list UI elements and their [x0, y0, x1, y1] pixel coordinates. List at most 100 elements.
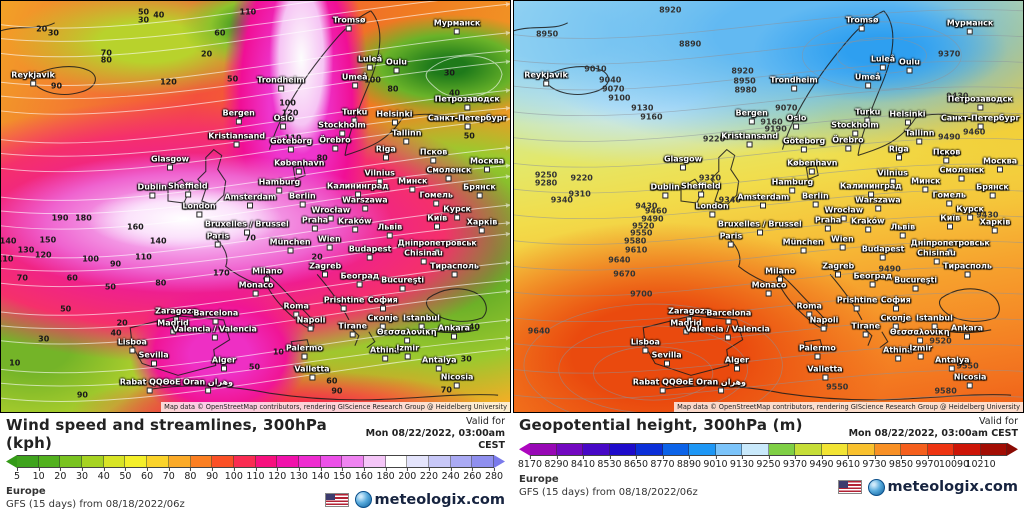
water-drop-icon: [354, 491, 372, 508]
colorbar-segment: [320, 456, 343, 467]
colorbar-segment: [60, 456, 83, 467]
geopotential-map-canvas[interactable]: 8920 8950 8890 9010 9040 9070 9100 9130 9160 8920…: [513, 0, 1024, 413]
colorbar-tick-label: 8290: [544, 455, 569, 470]
colorbar-segment: [662, 443, 689, 455]
colorbar-segment: [848, 443, 875, 455]
region-label: Europe: [6, 486, 46, 497]
colorbar-tick-label: 40: [97, 468, 110, 482]
valid-time: Mon 08/22/2022, 03:00am CEST: [365, 427, 505, 451]
colorbar-segment: [212, 456, 234, 467]
colorbar-tick-label: 90: [206, 468, 219, 482]
colorbar-tick-label: 70: [162, 468, 175, 482]
wind-colorbar: [6, 455, 505, 468]
map-attribution: Map data © OpenStreetMap contributors, r…: [674, 402, 1023, 412]
colorbar-segment: [125, 456, 148, 467]
colorbar-tick-label: 8650: [623, 455, 649, 470]
colorbar-segment: [472, 456, 495, 467]
colorbar-segment: [38, 456, 61, 467]
model-run-label: GFS (15 days) from 08/18/2022/06z: [6, 499, 185, 510]
colorbar-segment: [742, 443, 769, 455]
colorbar-segment: [901, 443, 928, 455]
colorbar-left-arrow: [6, 455, 17, 468]
colorbar-tick-label: 80: [184, 468, 197, 482]
colorbar-tick-label: 9010: [703, 455, 728, 470]
valid-time-block: Valid for Mon 08/22/2022, 03:00am CEST: [849, 416, 1018, 440]
colorbar-tick-label: 100: [224, 468, 243, 482]
colorbar-segment: [556, 443, 583, 455]
wind-map-canvas[interactable]: 50 40 30 110 20 30 60 70 80 20 90 120 50 30 40 100 120 11…: [0, 0, 511, 413]
colorbar-segment: [768, 443, 795, 455]
colorbar-left-arrow: [519, 442, 530, 456]
colorbar-tick-label: 10210: [965, 455, 996, 470]
panel-geopotential: 8920 8950 8890 9010 9040 9070 9100 9130 9160 8920…: [513, 0, 1024, 512]
colorbar-segment: [17, 456, 39, 467]
valid-time-block: Valid for Mon 08/22/2022, 03:00am CEST: [349, 416, 505, 452]
colorbar-segment: [429, 456, 451, 467]
colorbar-tick-label: 9610: [835, 455, 861, 470]
colorbar-tick-label: 8530: [597, 455, 622, 470]
colorbar-tick-label: 260: [463, 468, 482, 482]
geopotential-colorbar-ticks: 8170 8290 8410 8530 8650 8770 8890 9010 9130 9250…: [517, 455, 1018, 471]
geopotential-map-title: Geopotential height, 300hPa (m): [519, 416, 803, 434]
meteologix-logo[interactable]: meteologix.com: [867, 478, 1018, 496]
geopotential-legend: Geopotential height, 300hPa (m) Valid fo…: [513, 413, 1024, 512]
colorbar-tick-label: 9130: [729, 455, 755, 470]
colorbar-tick-label: 9250: [756, 455, 781, 470]
colorbar-right-arrow: [1007, 442, 1018, 456]
colorbar-tick-label: 160: [354, 468, 373, 482]
colorbar-segment: [82, 456, 104, 467]
colorbar-tick-label: 150: [333, 468, 352, 482]
colorbar-tick-label: 130: [289, 468, 308, 482]
map-attribution: Map data © OpenStreetMap contributors, r…: [161, 402, 510, 412]
valid-time: Mon 08/22/2022, 03:00am CEST: [848, 427, 1018, 439]
model-run-label: GFS (15 days) from 08/18/2022/06z: [519, 486, 698, 498]
geopotential-colorbar: [519, 442, 1018, 456]
colorbar-segment: [636, 443, 663, 455]
colorbar-tick-label: 240: [441, 468, 460, 482]
valid-for-label: Valid for: [979, 416, 1018, 427]
meteologix-logo[interactable]: meteologix.com: [354, 491, 505, 508]
colorbar-segment: [407, 456, 430, 467]
colorbar-segment: [874, 443, 901, 455]
panel-wind-speed: 50 40 30 110 20 30 60 70 80 20 90 120 50 30 40 100 120 11…: [0, 0, 511, 512]
colorbar-tick-label: 110: [246, 468, 265, 482]
colorbar-segment: [342, 456, 364, 467]
colorbar-tick-label: 9730: [862, 455, 887, 470]
wind-map-title: Wind speed and streamlines, 300hPa (kph): [6, 416, 327, 452]
wind-streamlines-overlay: [1, 1, 510, 402]
wind-legend: Wind speed and streamlines, 300hPa (kph)…: [0, 413, 511, 512]
colorbar-tick-label: 280: [484, 468, 504, 482]
us-flag-icon[interactable]: [837, 480, 862, 495]
model-source-block: Europe GFS (15 days) from 08/18/2022/06z: [519, 473, 698, 499]
colorbar-segment: [190, 456, 213, 467]
colorbar-segments: [530, 442, 1007, 456]
region-label: Europe: [519, 473, 559, 485]
us-flag-icon[interactable]: [324, 492, 349, 507]
colorbar-segment: [821, 443, 848, 455]
water-drop-icon: [867, 478, 885, 496]
colorbar-segment: [364, 456, 386, 467]
colorbar-tick-label: 50: [119, 468, 132, 482]
colorbar-segment: [233, 456, 256, 467]
colorbar-segment: [927, 443, 954, 455]
colorbar-segment: [689, 443, 716, 455]
colorbar-tick-label: 8170: [517, 455, 543, 470]
colorbar-tick-label: 30: [75, 468, 89, 482]
colorbar-segment: [450, 456, 473, 467]
colorbar-tick-label: 9370: [782, 455, 808, 470]
colorbar-tick-label: 9970: [915, 455, 940, 470]
colorbar-segment: [954, 443, 981, 455]
valid-for-label: Valid for: [466, 416, 505, 427]
colorbar-tick-label: 60: [141, 468, 154, 482]
colorbar-segment: [715, 443, 742, 455]
colorbar-segment: [385, 456, 408, 467]
colorbar-tick-label: 140: [311, 468, 330, 482]
colorbar-segment: [298, 456, 321, 467]
geopotential-contours-overlay: [514, 9, 1023, 412]
colorbar-tick-label: 9850: [888, 455, 914, 470]
wind-colorbar-ticks: 5 10 20 30 40 50 60 70 80 90 100 110 120 130 140 150 160…: [6, 468, 505, 483]
colorbar-segment: [277, 456, 299, 467]
colorbar-segment: [103, 456, 126, 467]
model-source-block: Europe GFS (15 days) from 08/18/2022/06z: [6, 485, 185, 511]
